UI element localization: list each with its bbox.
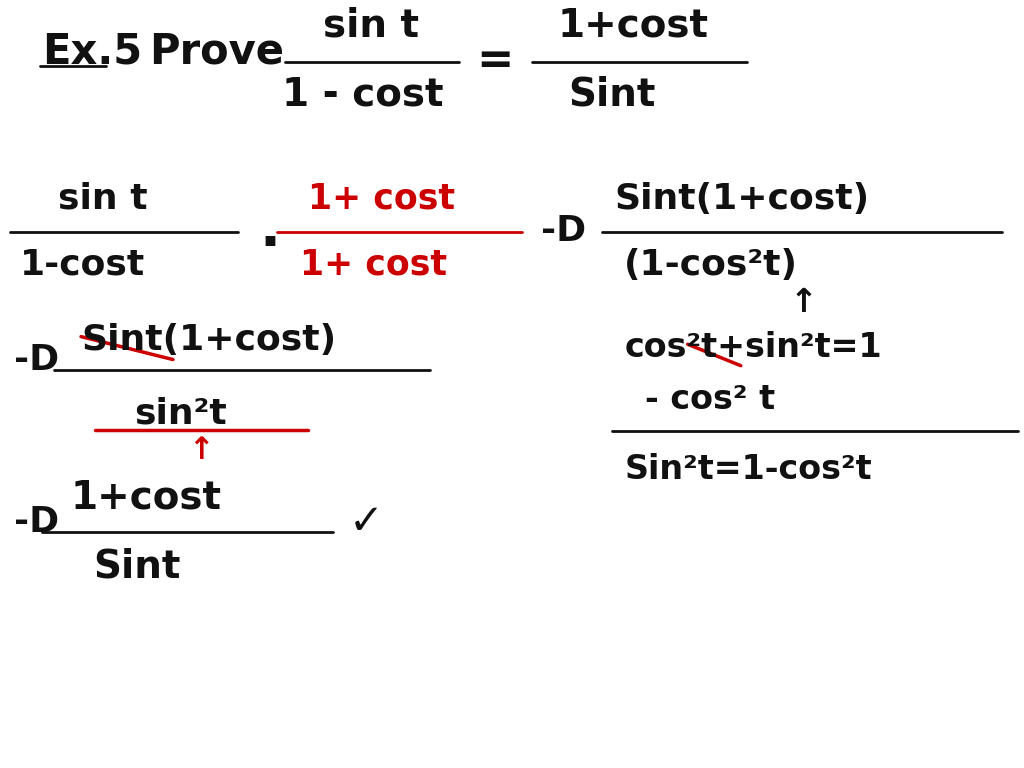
Text: Sint(1+cost): Sint(1+cost) [614,182,869,216]
Text: Sint: Sint [568,76,655,114]
Text: ↑: ↑ [188,436,214,465]
Text: Sint(1+cost): Sint(1+cost) [81,323,336,356]
Text: ↑: ↑ [790,286,818,319]
Text: 1-cost: 1-cost [19,247,145,282]
Text: cos²t+sin²t=1: cos²t+sin²t=1 [625,331,882,364]
Text: -D: -D [13,343,58,376]
Text: ✓: ✓ [348,501,383,543]
Text: .: . [260,204,281,258]
Text: 1 - cost: 1 - cost [283,76,443,114]
Text: 1+ cost: 1+ cost [300,247,446,282]
Text: (1-cos²t): (1-cos²t) [625,247,799,282]
Text: 1+ cost: 1+ cost [308,182,455,216]
Text: 1+cost: 1+cost [558,7,709,45]
Text: Prove: Prove [150,30,285,72]
Text: Ex.5: Ex.5 [42,30,142,72]
Text: -D: -D [13,505,58,539]
Text: -D: -D [541,214,586,248]
Text: - cos² t: - cos² t [645,382,775,415]
Text: sin t: sin t [57,182,147,216]
Text: sin t: sin t [324,7,419,45]
Text: sin²t: sin²t [134,396,227,430]
Text: Sin²t=1-cos²t: Sin²t=1-cos²t [625,453,872,486]
Text: Sint: Sint [93,547,180,585]
Text: 1+cost: 1+cost [71,478,222,516]
Text: =: = [476,39,514,82]
